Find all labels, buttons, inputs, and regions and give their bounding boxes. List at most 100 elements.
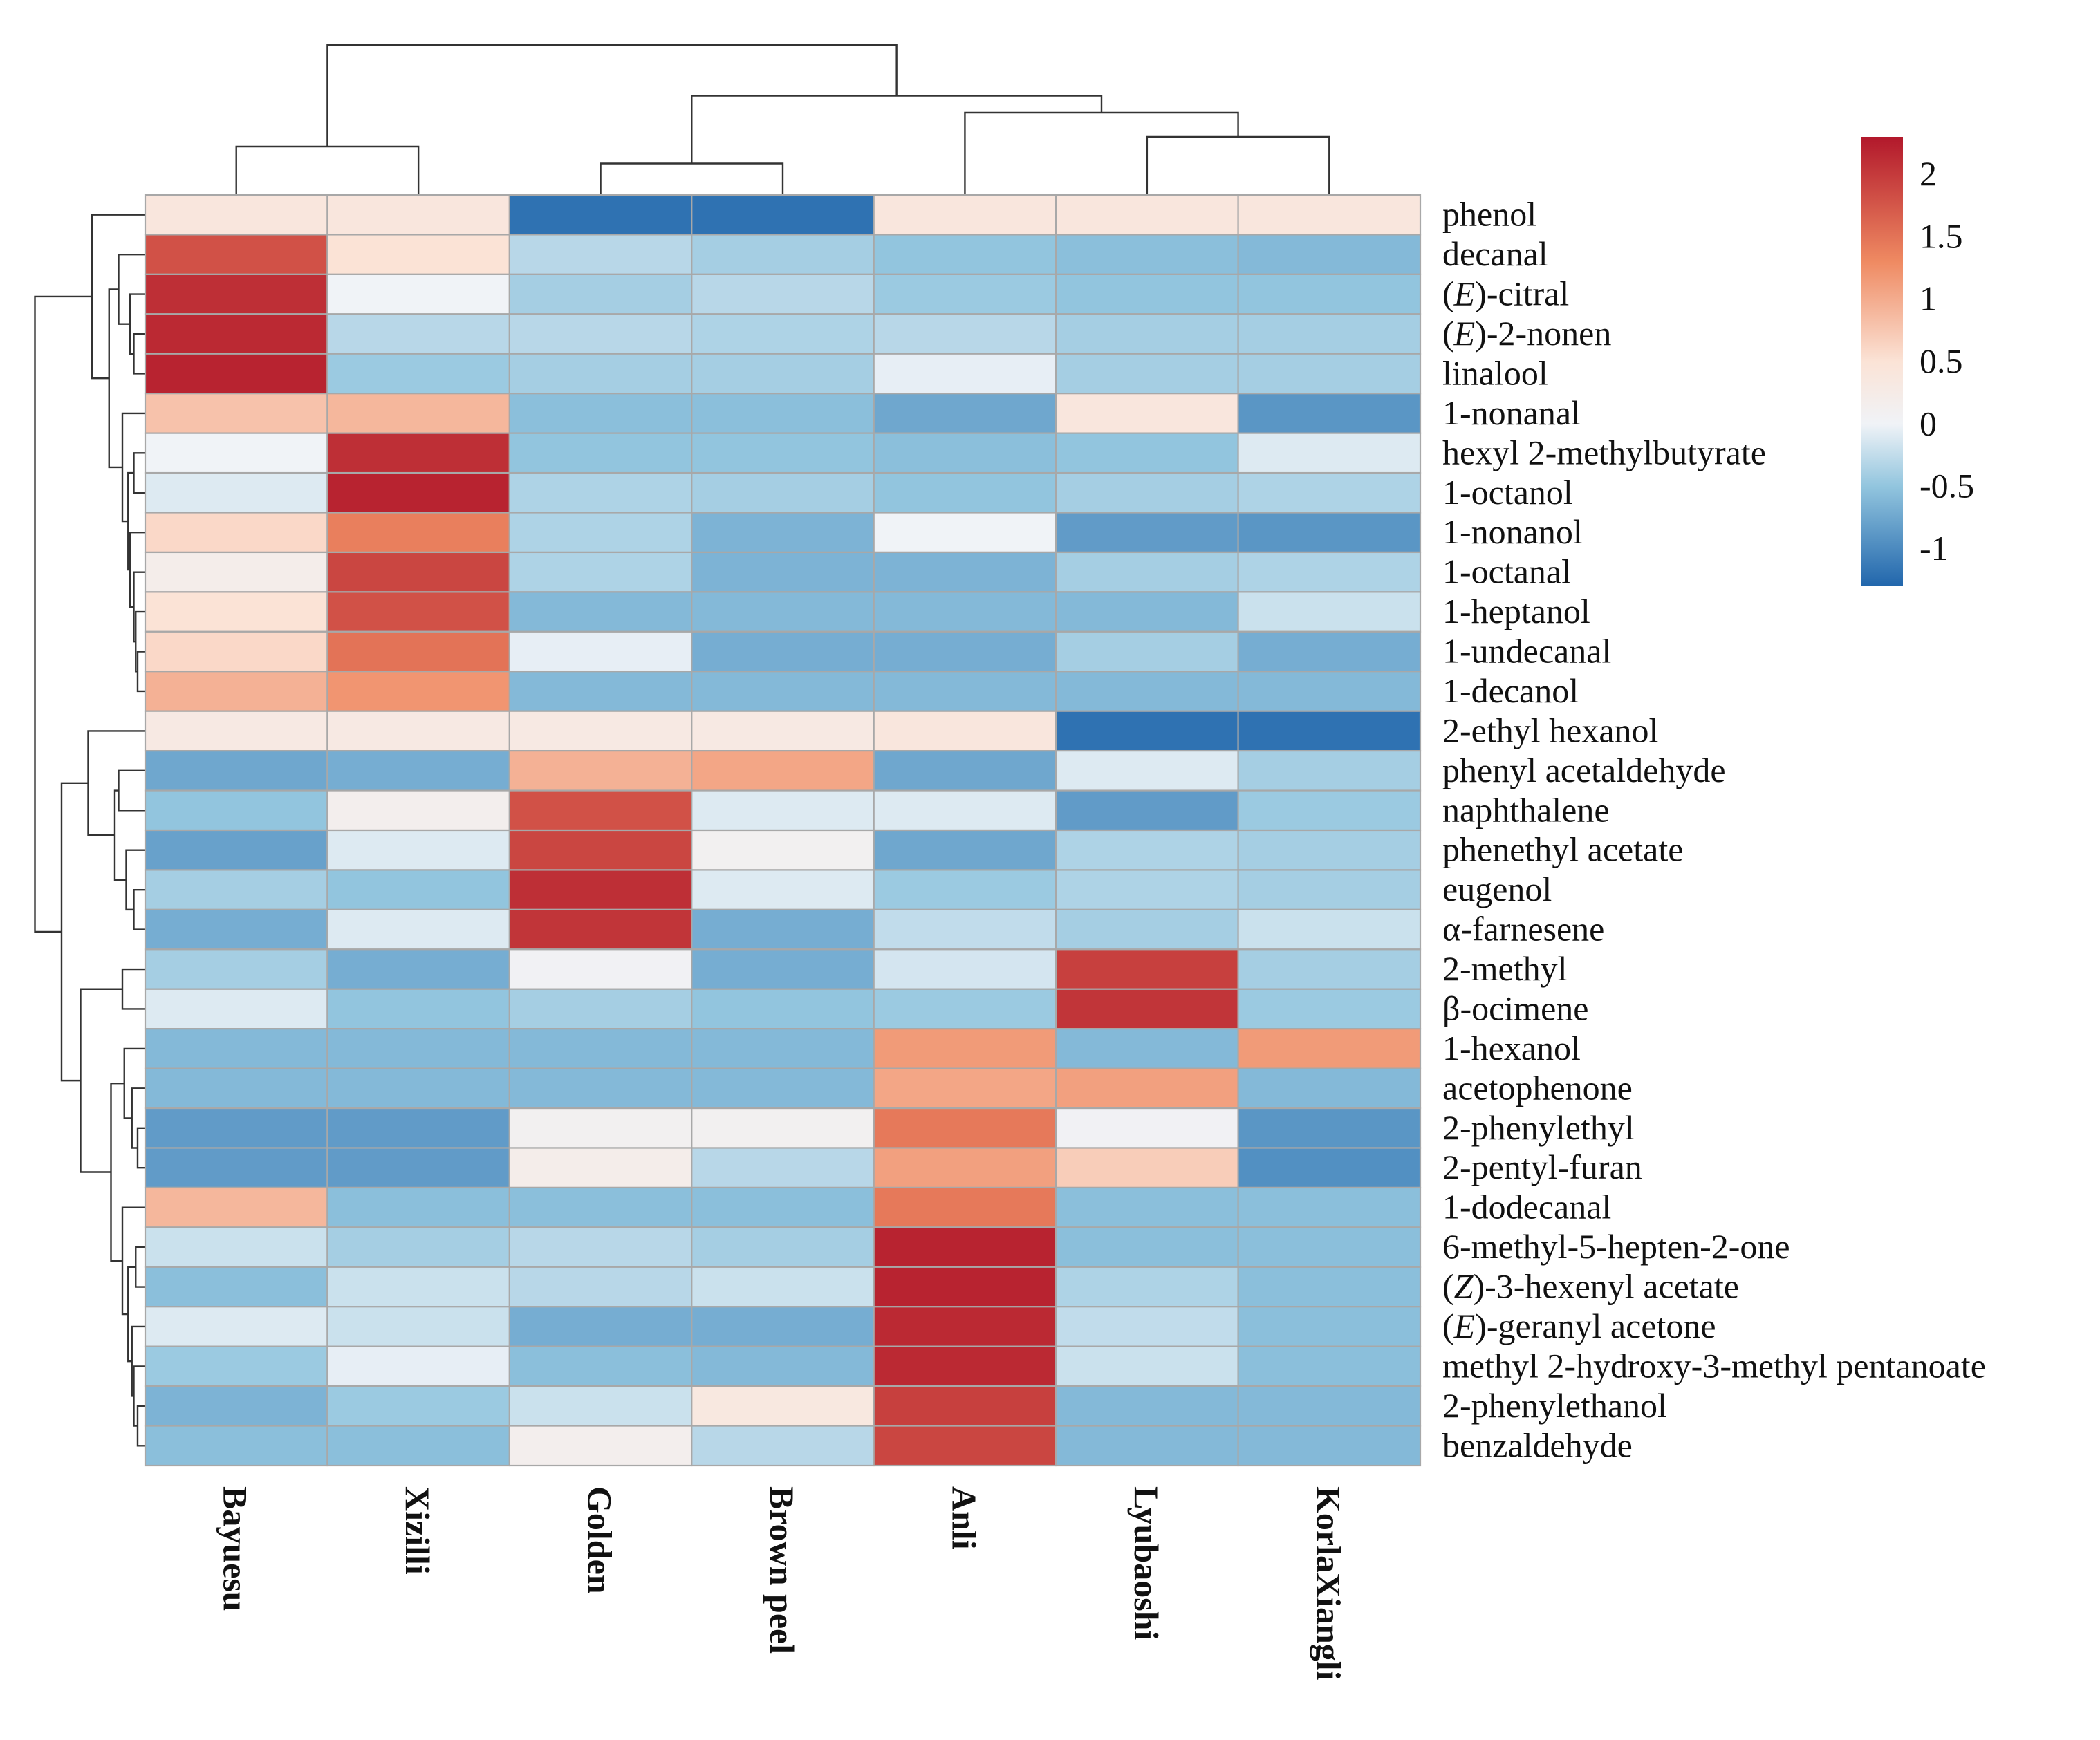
dendrogram-branch bbox=[964, 111, 1239, 195]
heatmap-cell-phenyl-acetaldehyde-anli bbox=[873, 750, 1057, 792]
row-label-e-citral: (E)-citral bbox=[1442, 274, 1569, 313]
heatmap-cell-z-3-hexenyl-acetate-korlaxiangli bbox=[1237, 1266, 1422, 1308]
dendrogram-branch bbox=[113, 789, 127, 881]
legend-tick-label: 0.5 bbox=[1920, 342, 1963, 380]
heatmap-cell-1-undecanal-bayuesu bbox=[144, 630, 328, 673]
dendrogram-branch bbox=[133, 1365, 145, 1427]
heatmap-cell-naphthalene-anli bbox=[873, 789, 1057, 832]
heatmap-cell-2-ethyl-hexanol-anli bbox=[873, 710, 1057, 752]
row-label-beta-ocimene: β-ocimene bbox=[1442, 989, 1588, 1027]
heatmap-cell-1-decanol-brown-peel bbox=[691, 671, 875, 712]
heatmap-cell-phenyl-acetaldehyde-bayuesu bbox=[144, 750, 328, 792]
row-label-1-octanal: 1-octanal bbox=[1442, 552, 1571, 591]
heatmap-cell-e-2-nonen-brown-peel bbox=[691, 313, 875, 355]
heatmap-cell-1-decanol-lyubaoshi bbox=[1055, 671, 1239, 712]
heatmap-cell-1-dodecanal-golden bbox=[508, 1186, 693, 1228]
heatmap-cell-methyl-2-hydroxy-3-methyl-pentanoate-golden bbox=[508, 1345, 693, 1387]
heatmap-cell-2-ethyl-hexanol-korlaxiangli bbox=[1237, 710, 1422, 752]
dendrogram-branch bbox=[691, 95, 1103, 164]
heatmap-cell-1-hexanol-xizilli bbox=[326, 1028, 510, 1069]
color-legend-bar bbox=[1861, 137, 1903, 586]
dendrogram-branch bbox=[136, 1405, 145, 1447]
dendrogram-branch bbox=[326, 44, 898, 147]
heatmap-cell-eugenol-brown-peel bbox=[691, 869, 875, 910]
heatmap-cell-1-octanal-brown-peel bbox=[691, 551, 875, 593]
dendrogram-branch bbox=[60, 782, 89, 1082]
row-label-alpha-farnesene: α-farnesene bbox=[1442, 910, 1604, 948]
heatmap-cell-phenyl-acetaldehyde-brown-peel bbox=[691, 750, 875, 792]
dendrogram-branch bbox=[127, 471, 134, 571]
heatmap-cells bbox=[144, 194, 1422, 1467]
heatmap-cell-hexyl-2-methylbutyrate-lyubaoshi bbox=[1055, 432, 1239, 474]
heatmap-cell-eugenol-lyubaoshi bbox=[1055, 869, 1239, 910]
row-label-1-decanol: 1-decanol bbox=[1442, 671, 1579, 710]
heatmap-cell-2-ethyl-hexanol-bayuesu bbox=[144, 710, 328, 752]
row-label-e-geranyl-acetone: (E)-geranyl acetone bbox=[1442, 1307, 1716, 1345]
legend-tick-label: -0.5 bbox=[1920, 467, 1974, 505]
heatmap-cell-hexyl-2-methylbutyrate-brown-peel bbox=[691, 432, 875, 474]
heatmap-cell-2-methyl-bayuesu bbox=[144, 948, 328, 990]
dendrogram-branch bbox=[80, 988, 122, 1173]
heatmap-cell-phenol-anli bbox=[873, 194, 1057, 236]
heatmap-cell-alpha-farnesene-brown-peel bbox=[691, 908, 875, 951]
heatmap-cell-1-octanal-bayuesu bbox=[144, 551, 328, 593]
heatmap-cell-2-ethyl-hexanol-brown-peel bbox=[691, 710, 875, 752]
column-labels: Bayuesu Xizilli Golden Brown peel Anli Lyubao… bbox=[216, 1486, 1348, 1681]
heatmap-cell-hexyl-2-methylbutyrate-anli bbox=[873, 432, 1057, 474]
heatmap-cell-linalool-bayuesu bbox=[144, 353, 328, 395]
heatmap-cell-alpha-farnesene-anli bbox=[873, 908, 1057, 951]
heatmap-cell-e-geranyl-acetone-bayuesu bbox=[144, 1306, 328, 1347]
heatmap-cell-1-undecanal-lyubaoshi bbox=[1055, 630, 1239, 673]
heatmap-cell-acetophenone-xizilli bbox=[326, 1067, 510, 1110]
heatmap-cell-phenol-xizilli bbox=[326, 194, 510, 236]
heatmap-cell-6-methyl-5-hepten-2-one-lyubaoshi bbox=[1055, 1226, 1239, 1268]
heatmap-cell-1-undecanal-anli bbox=[873, 630, 1057, 673]
heatmap-cell-decanal-brown-peel bbox=[691, 234, 875, 275]
dendrogram-branch bbox=[600, 162, 784, 195]
heatmap-cell-1-octanol-brown-peel bbox=[691, 471, 875, 514]
heatmap-cell-e-citral-xizilli bbox=[326, 273, 510, 315]
heatmap-cell-linalool-lyubaoshi bbox=[1055, 353, 1239, 395]
row-label-6-methyl-5-hepten-2-one: 6-methyl-5-hepten-2-one bbox=[1442, 1227, 1790, 1266]
heatmap-cell-hexyl-2-methylbutyrate-xizilli bbox=[326, 432, 510, 474]
heatmap-cell-1-hexanol-brown-peel bbox=[691, 1028, 875, 1069]
heatmap-cell-phenol-bayuesu bbox=[144, 194, 328, 236]
heatmap-cell-phenol-golden bbox=[508, 194, 693, 236]
dendrogram-branch bbox=[1146, 135, 1330, 195]
dendrogram-branch bbox=[121, 968, 145, 1010]
dendrogram-branch bbox=[136, 651, 145, 693]
row-label-methyl-2-hydroxy-3-methyl-pentanoate: methyl 2-hydroxy-3-methyl pentanoate bbox=[1442, 1346, 1986, 1385]
heatmap-cell-2-pentyl-furan-korlaxiangli bbox=[1237, 1147, 1422, 1189]
row-label-1-octanol: 1-octanol bbox=[1442, 473, 1573, 512]
heatmap-cell-beta-ocimene-brown-peel bbox=[691, 988, 875, 1030]
dendrogram-branch bbox=[133, 888, 145, 930]
heatmap-cell-naphthalene-golden bbox=[508, 789, 693, 832]
heatmap-cell-z-3-hexenyl-acetate-xizilli bbox=[326, 1266, 510, 1308]
dendrogram-branch bbox=[125, 849, 145, 911]
dendrogram-branch bbox=[136, 1127, 145, 1169]
heatmap-cell-1-hexanol-bayuesu bbox=[144, 1028, 328, 1069]
heatmap-cell-alpha-farnesene-korlaxiangli bbox=[1237, 908, 1422, 951]
legend-tick-label: 2 bbox=[1920, 154, 1937, 193]
heatmap-cell-naphthalene-xizilli bbox=[326, 789, 510, 832]
heatmap-cell-linalool-korlaxiangli bbox=[1237, 353, 1422, 395]
heatmap-cell-alpha-farnesene-bayuesu bbox=[144, 908, 328, 951]
heatmap-cell-2-pentyl-furan-xizilli bbox=[326, 1147, 510, 1189]
heatmap-cell-linalool-xizilli bbox=[326, 353, 510, 395]
heatmap-cell-1-heptanol-korlaxiangli bbox=[1237, 591, 1422, 633]
row-label-2-phenylethanol: 2-phenylethanol bbox=[1442, 1386, 1667, 1425]
heatmap-cell-2-phenylethanol-golden bbox=[508, 1385, 693, 1427]
heatmap-cell-2-phenylethanol-brown-peel bbox=[691, 1385, 875, 1427]
heatmap-cell-6-methyl-5-hepten-2-one-golden bbox=[508, 1226, 693, 1268]
dendrogram-branch bbox=[235, 145, 420, 195]
heatmap-cell-1-dodecanal-anli bbox=[873, 1186, 1057, 1228]
row-label-benzaldehyde: benzaldehyde bbox=[1442, 1425, 1633, 1464]
heatmap-cell-e-geranyl-acetone-xizilli bbox=[326, 1306, 510, 1347]
heatmap-cell-1-heptanol-golden bbox=[508, 591, 693, 633]
dendrogram-branch bbox=[123, 1047, 145, 1119]
heatmap-cell-1-octanol-golden bbox=[508, 471, 693, 514]
row-label-1-heptanol: 1-heptanol bbox=[1442, 592, 1590, 630]
heatmap-cell-6-methyl-5-hepten-2-one-brown-peel bbox=[691, 1226, 875, 1268]
row-label-1-dodecanal: 1-dodecanal bbox=[1442, 1188, 1611, 1226]
column-label-lyubaoshi: Lyubaoshi bbox=[1127, 1486, 1166, 1640]
